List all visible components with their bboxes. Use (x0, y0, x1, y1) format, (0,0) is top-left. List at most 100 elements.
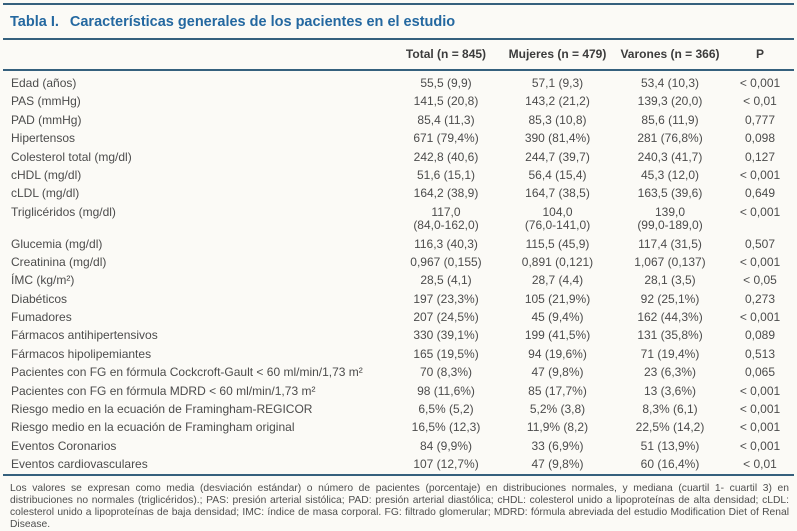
mujeres-cell: 5,2% (3,8) (501, 401, 614, 419)
varones-value: 53,4 (10,3) (640, 76, 700, 90)
p-value: < 0,001 (739, 420, 781, 435)
row-label: Edad (años) (11, 76, 77, 90)
mujeres-value: 33 (6,9%) (531, 438, 584, 453)
total-cell: 85,4 (11,3) (391, 111, 501, 129)
row-label-cell: Edad (años) (3, 70, 391, 93)
row-label: Eventos cardiovasculares (11, 457, 148, 472)
varones-cell: 1,067 (0,137) (614, 254, 726, 272)
total-value: 0,967 (0,155) (410, 254, 482, 269)
table-row: Hipertensos 671 (79,4%) 390 (81,4%) 281 … (3, 130, 794, 148)
row-label: Pacientes con FG en fórmula MDRD < 60 ml… (11, 383, 316, 398)
p-value-cell: < 0,001 (726, 254, 794, 272)
row-label-cell: Fumadores (3, 309, 391, 327)
mujeres-cell: 33 (6,9%) (501, 437, 614, 455)
varones-value: 240,3 (41,7) (637, 149, 703, 164)
mujeres-value: 390 (81,4%) (524, 131, 591, 146)
varones-cell: 71 (19,4%) (614, 345, 726, 363)
row-label: Triglicéridos (mg/dl) (11, 204, 116, 219)
table-footnote: Los valores se expresan como media (desv… (10, 483, 789, 531)
table-row: cHDL (mg/dl) 51,6 (15,1) 56,4 (15,4) 45,… (3, 166, 794, 184)
total-cell: 116,3 (40,3) (391, 235, 501, 253)
mujeres-value: 0,891 (0,121) (521, 254, 594, 269)
varones-value: 60 (16,4%) (640, 457, 700, 472)
total-cell: 207 (24,5%) (391, 309, 501, 327)
mujeres-cell: 244,7 (39,7) (501, 148, 614, 166)
p-value: < 0,001 (739, 254, 781, 269)
varones-cell: 51 (13,9%) (614, 437, 726, 455)
total-cell: 117,0 (84,0-162,0) (391, 203, 501, 235)
p-value: < 0,05 (743, 273, 777, 288)
varones-value: 163,5 (39,6) (637, 186, 703, 201)
mujeres-cell: 85,3 (10,8) (501, 111, 614, 129)
total-value: 242,8 (40,6) (413, 149, 479, 164)
varones-cell: 53,4 (10,3) (614, 70, 726, 93)
row-label-cell: Pacientes con FG en fórmula Cockcroft-Ga… (3, 364, 391, 382)
p-value: 0,507 (744, 236, 776, 251)
p-value-cell: < 0,01 (726, 93, 794, 111)
total-value: 51,6 (15,1) (416, 167, 476, 182)
total-value: 116,3 (40,3) (414, 236, 478, 251)
total-value: 330 (39,1%) (413, 328, 479, 343)
table-row: Fármacos antihipertensivos 330 (39,1%) 1… (3, 327, 794, 345)
table-row: cLDL (mg/dl) 164,2 (38,9) 164,7 (38,5) 1… (3, 185, 794, 203)
mujeres-value: 45 (9,4%) (531, 310, 584, 325)
column-header-mujeres: Mujeres (n = 479) (501, 40, 614, 71)
paper-table-figure: Tabla I. Características generales de los… (3, 3, 794, 530)
mujeres-value: 28,7 (4,4) (531, 273, 584, 288)
mujeres-value: 104,0 (542, 204, 573, 219)
varones-value: 45,3 (12,0) (640, 167, 700, 182)
row-label-cell: ÍMC (kg/m²) (3, 272, 391, 290)
table-row: Colesterol total (mg/dl) 242,8 (40,6) 24… (3, 148, 794, 166)
table-row: Eventos cardiovasculares 107 (12,7%) 47 … (3, 456, 794, 475)
table-row: Creatinina (mg/dl) 0,967 (0,155) 0,891 (… (3, 254, 794, 272)
total-value: 107 (12,7%) (413, 457, 479, 472)
column-header-varones: Varones (n = 366) (614, 40, 726, 71)
total-value: 6,5% (5,2) (418, 401, 474, 416)
varones-cell: 45,3 (12,0) (614, 166, 726, 184)
p-value: < 0,01 (743, 94, 777, 109)
row-label-cell: Fármacos antihipertensivos (3, 327, 391, 345)
table-row: Fumadores 207 (24,5%) 45 (9,4%) 162 (44,… (3, 309, 794, 327)
total-cell: 164,2 (38,9) (391, 185, 501, 203)
p-value: < 0,001 (739, 438, 781, 453)
total-cell: 330 (39,1%) (391, 327, 501, 345)
total-cell: 6,5% (5,2) (391, 401, 501, 419)
mujeres-value: 94 (19,6%) (528, 346, 587, 361)
mujeres-subvalue: (76,0-141,0) (524, 218, 591, 233)
varones-value: 139,3 (20,0) (637, 94, 703, 109)
row-label-cell: Colesterol total (mg/dl) (3, 148, 391, 166)
mujeres-value: 105 (21,9%) (524, 291, 591, 306)
varones-cell: 162 (44,3%) (614, 309, 726, 327)
mujeres-cell: 85 (17,7%) (501, 382, 614, 400)
varones-value: 139,0 (654, 204, 686, 219)
row-label-cell: PAS (mmHg) (3, 93, 391, 111)
varones-cell: 85,6 (11,9) (614, 111, 726, 129)
total-cell: 0,967 (0,155) (391, 254, 501, 272)
p-value: 0,065 (744, 365, 776, 380)
total-value: 207 (24,5%) (413, 310, 479, 325)
varones-cell: 139,0 (99,0-189,0) (614, 203, 726, 235)
table-header: Total (n = 845) Mujeres (n = 479) Varone… (3, 40, 794, 71)
total-cell: 671 (79,4%) (391, 130, 501, 148)
total-cell: 28,5 (4,1) (391, 272, 501, 290)
mujeres-value: 57,1 (9,3) (531, 76, 584, 90)
table-row: Fármacos hipolipemiantes 165 (19,5%) 94 … (3, 345, 794, 363)
p-value-cell: < 0,001 (726, 203, 794, 235)
header-row: Total (n = 845) Mujeres (n = 479) Varone… (3, 40, 794, 71)
p-value-cell: 0,089 (726, 327, 794, 345)
varones-cell: 13 (3,6%) (614, 382, 726, 400)
mujeres-cell: 199 (41,5%) (501, 327, 614, 345)
mujeres-value: 47 (9,8%) (531, 457, 584, 472)
row-label-cell: Eventos Coronarios (3, 437, 391, 455)
row-label: PAD (mmHg) (11, 112, 82, 127)
mujeres-value: 85,3 (10,8) (528, 112, 587, 127)
mujeres-cell: 104,0 (76,0-141,0) (501, 203, 614, 235)
mujeres-value: 47 (9,8%) (531, 365, 584, 380)
table-title: Características generales de los pacient… (69, 14, 456, 30)
total-value: 141,5 (20,8) (413, 94, 479, 109)
varones-cell: 8,3% (6,1) (614, 401, 726, 419)
corner-cell (3, 40, 391, 71)
table-row: PAS (mmHg) 141,5 (20,8) 143,2 (21,2) 139… (3, 93, 794, 111)
mujeres-cell: 164,7 (38,5) (501, 185, 614, 203)
p-value-cell: < 0,001 (726, 401, 794, 419)
